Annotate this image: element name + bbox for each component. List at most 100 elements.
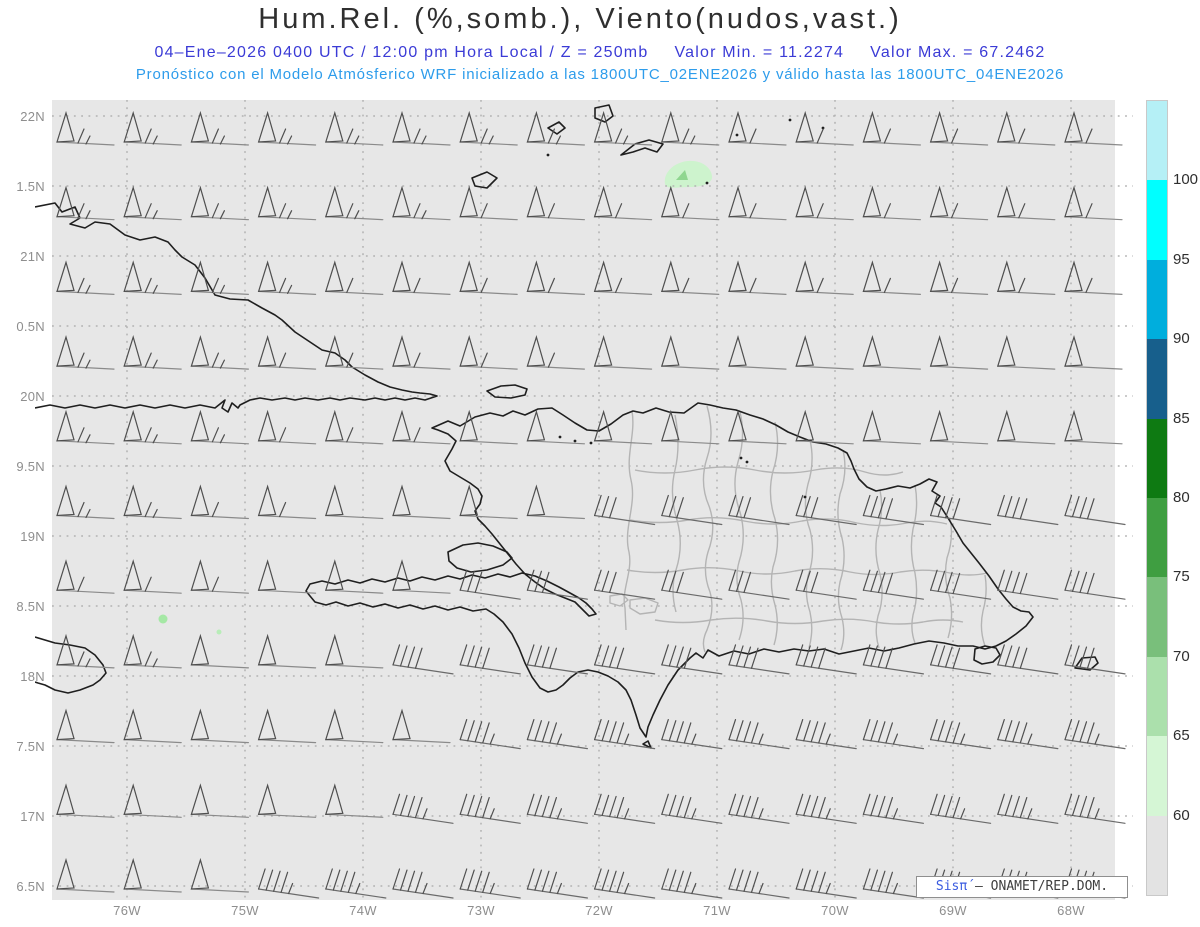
wind-barb	[1064, 334, 1123, 370]
wind-barb	[392, 484, 451, 520]
colorbar-tick-label: 60	[1173, 806, 1190, 824]
wind-barb	[56, 260, 115, 295]
longitude-axis: 76W 75W 74W 73W 72W 71W 70W 69W 68W	[35, 903, 1135, 923]
wind-barb	[324, 409, 384, 445]
wind-barb	[862, 185, 922, 221]
wind-barb	[996, 185, 1056, 221]
wind-barb	[526, 110, 585, 146]
wind-barb	[56, 559, 115, 594]
wind-barb	[56, 633, 115, 669]
x-tick-label: 76W	[113, 903, 141, 918]
province-border	[634, 466, 904, 476]
wind-barb	[593, 868, 656, 899]
wind-barb	[459, 793, 521, 824]
credit-box: Sisπ́ — ONAMET/REP.DOM.	[916, 876, 1128, 898]
wind-barb	[728, 718, 790, 750]
colorbar-segment	[1147, 815, 1167, 895]
wind-barb	[795, 644, 857, 675]
province-border	[837, 449, 846, 651]
wind-barb	[862, 644, 925, 675]
wind-barb	[324, 334, 384, 370]
wind-barb	[661, 868, 723, 899]
wind-barb	[257, 783, 317, 818]
wind-barb	[392, 409, 451, 445]
wind-barb	[56, 185, 115, 221]
province-border	[944, 517, 953, 639]
wind-barb	[929, 409, 989, 445]
wind-barb	[929, 644, 992, 675]
wind-barb	[56, 708, 115, 744]
wind-barb	[526, 185, 585, 221]
wind-barb	[56, 334, 115, 370]
wind-barb	[1064, 185, 1123, 221]
wind-barb	[459, 484, 518, 520]
valor-max: Valor Max. = 67.2462	[870, 44, 1046, 61]
wind-barb	[660, 110, 720, 146]
colorbar-segment	[1147, 577, 1167, 657]
province-border	[980, 574, 987, 647]
wind-barb	[660, 260, 720, 295]
coastline	[1074, 656, 1099, 671]
wind-barb	[728, 185, 787, 221]
wind-barb	[257, 110, 317, 146]
wind-barb	[929, 718, 992, 750]
wind-barb	[795, 185, 854, 221]
colorbar-tick-label: 70	[1173, 647, 1190, 665]
humidity-patch	[676, 170, 688, 180]
x-tick-label: 75W	[231, 903, 259, 918]
wind-barb	[1064, 718, 1126, 750]
wind-barb	[593, 185, 653, 221]
islet-speck	[589, 441, 593, 445]
y-tick-label: 1.5N	[16, 179, 45, 194]
wind-barb	[325, 868, 387, 899]
wind-barb	[526, 644, 588, 675]
coastline	[594, 104, 614, 123]
sispi-logo: Sisπ́	[935, 879, 968, 894]
model-info-line: Pronóstico con el Modelo Atmósferico WRF…	[135, 66, 1065, 83]
wind-barb	[190, 334, 249, 370]
humidity-patch	[158, 614, 168, 624]
wind-barb	[795, 868, 857, 899]
wind-barb	[526, 334, 585, 370]
y-tick-label: 6.5N	[16, 879, 45, 894]
colorbar-segment	[1147, 418, 1167, 498]
wind-barb	[123, 409, 182, 445]
wind-barb	[795, 260, 854, 295]
colorbar-tick-label: 75	[1173, 568, 1190, 586]
wind-barb	[324, 783, 384, 818]
wind-barb	[526, 718, 588, 750]
humidity-patch	[216, 629, 222, 635]
wind-barb	[996, 110, 1056, 146]
wind-barb	[795, 569, 857, 600]
wind-barb	[728, 409, 787, 445]
valor-min: Valor Min. = 11.2274	[674, 44, 845, 61]
province-border	[769, 421, 779, 646]
humidity-colorbar	[1146, 100, 1168, 896]
wind-barb	[526, 793, 588, 824]
islet-speck	[739, 456, 743, 460]
wind-barb	[1064, 793, 1126, 824]
colorbar-segment	[1147, 656, 1167, 737]
x-tick-label: 69W	[939, 903, 967, 918]
wind-barb	[593, 793, 656, 824]
wind-barb	[123, 708, 182, 744]
islet-speck	[558, 435, 562, 439]
wind-barb	[123, 559, 182, 594]
latitude-axis: 22N 1.5N 21N 0.5N 20N 9.5N 19N 8.5N 18N 7.5N 17N 6.…	[0, 100, 48, 900]
colorbar-segment	[1147, 180, 1167, 260]
wind-barb	[997, 644, 1059, 675]
wind-barb	[929, 494, 992, 526]
y-tick-label: 22N	[20, 109, 45, 124]
wind-barb	[728, 644, 790, 675]
wind-barb	[997, 718, 1059, 750]
wind-barb	[929, 793, 992, 824]
wind-barb	[996, 260, 1056, 295]
wind-barb	[56, 484, 115, 520]
wind-barb	[862, 260, 922, 295]
wind-barb	[728, 334, 787, 370]
wind-barb	[862, 494, 925, 526]
wind-barb	[526, 484, 585, 520]
colorbar-tick-label: 85	[1173, 409, 1190, 427]
wind-barb	[526, 409, 585, 445]
wind-barb	[324, 260, 384, 295]
